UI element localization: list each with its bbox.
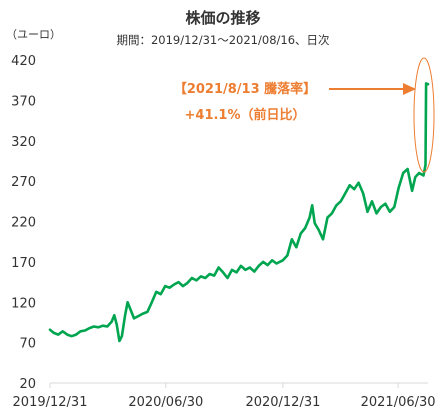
x-axis-ticks: 2019/12/31 2020/06/30 2020/12/31 2021/06/30 bbox=[13, 383, 436, 410]
y-axis-unit-label: （ユーロ） bbox=[6, 28, 61, 41]
x-tick-label: 2020/12/31 bbox=[245, 395, 320, 410]
annotation-highlight-ellipse bbox=[413, 57, 435, 173]
y-tick-label: 70 bbox=[19, 337, 36, 352]
x-tick-label: 2019/12/31 bbox=[13, 395, 88, 410]
annotation-line-1: 【2021/8/13 騰落率】 bbox=[174, 81, 316, 97]
y-tick-label: 220 bbox=[11, 216, 36, 231]
y-tick-label: 170 bbox=[11, 256, 36, 271]
y-tick-label: 270 bbox=[11, 175, 36, 190]
y-tick-label: 120 bbox=[11, 296, 36, 311]
series-line-stock-price bbox=[48, 82, 430, 343]
y-tick-label: 370 bbox=[11, 94, 36, 109]
y-tick-label: 320 bbox=[11, 135, 36, 150]
annotation-arrow-head bbox=[403, 83, 416, 95]
x-tick-label: 2020/06/30 bbox=[128, 395, 203, 410]
y-axis-ticks: 20 70 120 170 220 270 320 370 420 bbox=[11, 54, 36, 392]
y-tick-label: 20 bbox=[19, 377, 36, 392]
chart-title: 株価の推移 bbox=[185, 9, 260, 27]
y-tick-label: 420 bbox=[11, 54, 36, 69]
annotation-line-2: +41.1%（前日比） bbox=[185, 107, 306, 123]
annotation: 【2021/8/13 騰落率】 +41.1%（前日比） bbox=[174, 57, 435, 173]
x-tick-label: 2021/06/30 bbox=[361, 395, 436, 410]
chart-subtitle: 期間：2019/12/31～2021/08/16、日次 bbox=[116, 33, 330, 47]
